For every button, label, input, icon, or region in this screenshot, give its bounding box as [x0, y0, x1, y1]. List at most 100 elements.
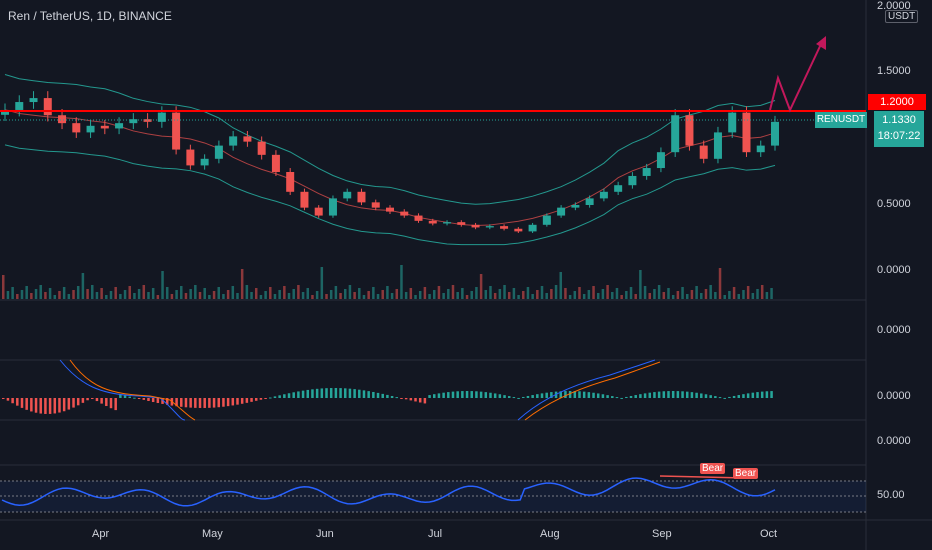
macd-bar	[208, 398, 211, 408]
price-label: 0.5000	[877, 198, 911, 210]
macd-bar	[44, 398, 47, 414]
macd-bar	[245, 398, 249, 403]
macd-bar	[550, 392, 553, 398]
candle	[186, 149, 195, 166]
macd-bar	[320, 388, 324, 398]
macd-bar	[137, 398, 141, 399]
volume-bar	[536, 290, 539, 299]
macd-bar	[339, 388, 342, 398]
volume-bar	[147, 292, 150, 299]
volume-bar	[91, 285, 94, 299]
candles	[1, 91, 779, 233]
macd-bar	[461, 391, 464, 398]
candle	[756, 145, 765, 153]
macd-bar	[367, 391, 370, 398]
volume-bar	[194, 285, 197, 299]
volume-bar	[217, 287, 221, 299]
macd-bar	[264, 398, 267, 399]
macd-bar	[475, 391, 478, 398]
macd-bar	[2, 398, 5, 399]
time-label: Sep	[652, 528, 672, 540]
macd-bar	[376, 392, 380, 398]
volume-bar	[554, 285, 558, 299]
rsi-value: 50.00	[877, 489, 905, 501]
volume-bar	[667, 288, 670, 299]
macd-bar	[48, 398, 52, 414]
candle	[742, 112, 751, 153]
volume-bar	[714, 292, 717, 299]
volume-bar	[119, 294, 122, 299]
candle	[428, 220, 437, 224]
macd-bar	[695, 392, 698, 398]
price-label: 0.0000	[877, 264, 911, 276]
volume-bar	[311, 295, 314, 299]
volume-bar	[381, 290, 384, 299]
volume-bar	[606, 285, 609, 299]
volume-bar	[20, 290, 24, 299]
macd-bar	[503, 395, 506, 398]
macd-bar	[72, 398, 75, 408]
time-label: Aug	[540, 528, 560, 540]
macd-bar	[62, 398, 66, 412]
macd-bar	[348, 388, 352, 398]
macd-bar	[292, 392, 295, 398]
rsi-line	[1, 477, 776, 507]
volume-bar	[353, 292, 356, 299]
macd-bar	[512, 397, 516, 399]
volume-bar	[503, 285, 506, 299]
macd-bar	[606, 395, 609, 398]
volume-bar	[315, 291, 319, 299]
volume-bar	[76, 286, 80, 299]
candle	[671, 115, 680, 153]
candle	[271, 154, 280, 172]
macd-bar	[386, 394, 389, 398]
macd-bar	[180, 398, 183, 407]
macd-bar	[582, 391, 586, 398]
macd-bar	[311, 389, 314, 398]
macd-bar	[76, 398, 80, 406]
volume-bar	[526, 287, 530, 299]
volume-bar	[737, 294, 741, 299]
volume-bar	[128, 286, 131, 299]
macd-bar	[128, 396, 131, 398]
volume-bar	[250, 292, 253, 299]
macd-bar	[428, 395, 431, 398]
volume-bar	[6, 291, 10, 299]
macd-bar	[226, 398, 230, 407]
macd-bar	[648, 392, 652, 398]
macd-bar	[194, 398, 197, 408]
macd-bar	[287, 393, 291, 398]
arrow-head-icon	[816, 36, 826, 50]
macd-bar	[306, 389, 310, 398]
volume-bar	[573, 291, 577, 299]
volume-bar	[231, 286, 235, 299]
currency-button[interactable]: USDT	[885, 10, 919, 23]
candle	[400, 211, 409, 216]
macd-bar	[240, 398, 244, 404]
volume-bar	[531, 294, 534, 299]
macd-bar	[91, 398, 94, 399]
macd-bar	[161, 398, 164, 404]
macd-bar	[329, 388, 333, 398]
volume-bar	[198, 292, 202, 299]
projection-arrow[interactable]	[769, 41, 823, 113]
macd-bar	[629, 395, 633, 398]
symbol-tag: RENUSDT	[815, 112, 867, 128]
macd-bar	[353, 389, 356, 398]
macd-bar	[493, 393, 497, 398]
macd-bar	[634, 395, 637, 398]
candle	[229, 136, 238, 146]
candle	[357, 191, 366, 203]
candle	[457, 222, 466, 225]
candle	[585, 198, 594, 205]
macd-bar	[770, 391, 773, 398]
macd-bar	[123, 395, 127, 398]
volume-bar	[25, 286, 28, 299]
symbol-title[interactable]: Ren / TetherUS, 1D, BINANCE	[8, 9, 172, 23]
volume-bar	[676, 291, 680, 299]
volume-bar	[67, 294, 71, 299]
countdown: 18:07:22	[877, 130, 921, 142]
volume-bar	[447, 289, 450, 299]
volume-bar	[765, 292, 769, 299]
